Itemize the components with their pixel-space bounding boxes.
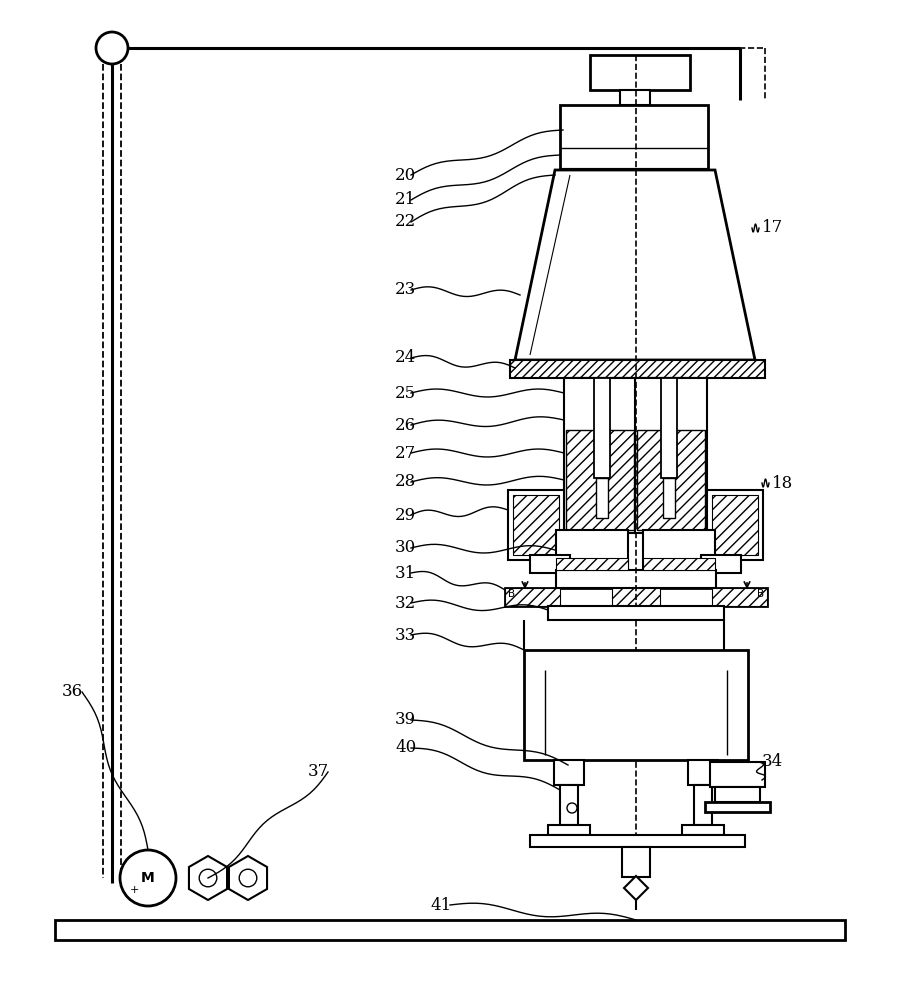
Text: 23: 23: [395, 282, 416, 298]
Text: B: B: [757, 589, 764, 599]
Text: 25: 25: [395, 384, 416, 401]
Text: B: B: [508, 589, 515, 599]
Text: 22: 22: [395, 214, 416, 231]
Text: 21: 21: [395, 192, 416, 209]
Bar: [701, 555, 741, 573]
Text: 33: 33: [395, 626, 416, 644]
Bar: [596, 478, 608, 518]
Bar: [688, 760, 718, 785]
Bar: [548, 606, 724, 620]
Text: 31: 31: [395, 564, 416, 582]
Text: +: +: [130, 885, 139, 895]
Text: 24: 24: [395, 350, 416, 366]
Polygon shape: [624, 876, 648, 900]
Circle shape: [120, 850, 176, 906]
Circle shape: [96, 32, 128, 64]
Bar: [712, 495, 758, 555]
Text: 18: 18: [772, 475, 793, 491]
Text: 17: 17: [762, 220, 783, 236]
Bar: [530, 835, 745, 847]
Bar: [643, 530, 715, 570]
Bar: [712, 588, 767, 606]
Polygon shape: [524, 650, 748, 760]
Bar: [694, 785, 712, 825]
Bar: [548, 825, 590, 835]
Text: M: M: [141, 871, 155, 885]
Bar: [594, 378, 610, 478]
Polygon shape: [189, 856, 227, 900]
Bar: [705, 802, 770, 812]
Text: 30: 30: [395, 540, 416, 556]
Text: 39: 39: [395, 712, 416, 728]
Bar: [590, 55, 690, 90]
Polygon shape: [229, 856, 267, 900]
Bar: [620, 90, 650, 105]
Bar: [508, 490, 564, 560]
Bar: [635, 378, 707, 533]
Bar: [661, 378, 677, 478]
Bar: [505, 588, 560, 606]
Bar: [663, 478, 675, 518]
Bar: [556, 570, 716, 588]
Bar: [513, 495, 559, 555]
Bar: [560, 785, 578, 825]
Text: 34: 34: [762, 754, 783, 770]
Bar: [55, 920, 845, 940]
Bar: [510, 360, 765, 378]
Text: 27: 27: [395, 444, 416, 462]
Text: 40: 40: [395, 740, 416, 756]
Text: 37: 37: [308, 764, 329, 780]
Text: 41: 41: [430, 896, 451, 914]
Bar: [637, 430, 705, 530]
Text: 26: 26: [395, 416, 416, 434]
Bar: [707, 490, 763, 560]
Bar: [682, 825, 724, 835]
Bar: [530, 555, 570, 573]
Polygon shape: [515, 170, 755, 360]
Bar: [554, 760, 584, 785]
Bar: [643, 558, 715, 570]
Text: 29: 29: [395, 506, 416, 524]
Bar: [612, 588, 660, 606]
Bar: [560, 105, 708, 170]
Text: 36: 36: [62, 684, 83, 700]
Bar: [622, 847, 650, 877]
Bar: [715, 787, 760, 802]
Bar: [643, 378, 695, 430]
Bar: [556, 558, 628, 570]
Bar: [564, 378, 636, 533]
Circle shape: [567, 803, 577, 813]
Bar: [556, 530, 628, 570]
Bar: [566, 430, 634, 530]
Text: 28: 28: [395, 474, 416, 490]
Text: 20: 20: [395, 166, 416, 184]
Bar: [505, 588, 767, 606]
Text: 32: 32: [395, 594, 416, 611]
Bar: [576, 378, 628, 430]
Bar: [710, 762, 765, 787]
